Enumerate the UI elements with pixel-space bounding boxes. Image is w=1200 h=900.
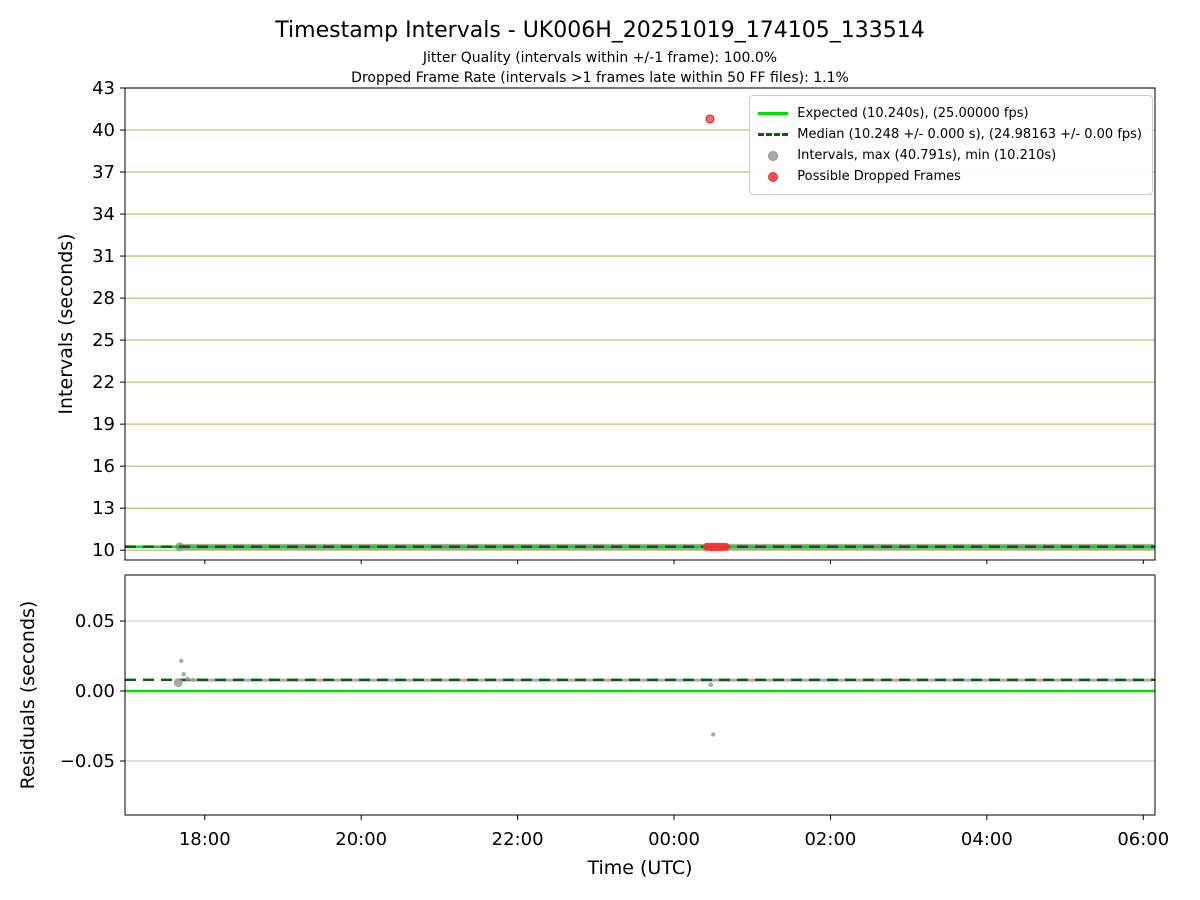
subtitle-jitter-quality: Jitter Quality (intervals within +/-1 fr… [422, 50, 777, 66]
ytick-top-label: 10 [92, 540, 115, 561]
ytick-top-label: 19 [92, 414, 115, 435]
residual-point [191, 677, 196, 682]
residual-point [708, 682, 714, 688]
top-y-axis-label: Intervals (seconds) [55, 233, 77, 414]
top-axes-frame [124, 87, 1156, 561]
residual-point [710, 732, 716, 737]
subtitle-dropped-frame-rate: Dropped Frame Rate (intervals >1 frames … [351, 70, 849, 86]
legend-label: Median (10.248 +/- 0.000 s), (24.98163 +… [797, 127, 1142, 142]
ytick-bottom-label: −0.05 [60, 751, 115, 772]
xtick-label: 20:00 [335, 829, 387, 850]
chart-title: Timestamp Intervals - UK006H_20251019_17… [274, 18, 924, 43]
xtick-label: 00:00 [648, 829, 700, 850]
xtick-label: 04:00 [961, 829, 1013, 850]
residual-point [173, 678, 183, 688]
ytick-top-label: 16 [92, 456, 115, 477]
legend-label: Expected (10.240s), (25.00000 fps) [797, 106, 1029, 121]
legend-item: Median (10.248 +/- 0.000 s), (24.98163 +… [758, 124, 1142, 145]
intervals-dot-icon [758, 150, 788, 161]
ytick-top-label: 43 [92, 78, 115, 99]
ytick-top-label: 25 [92, 330, 115, 351]
ytick-top-label: 34 [92, 204, 115, 225]
xtick-label: 18:00 [179, 829, 231, 850]
legend-item: Possible Dropped Frames [758, 166, 1142, 187]
legend-label: Intervals, max (40.791s), min (10.210s) [797, 148, 1057, 163]
residual-point [181, 672, 186, 677]
ytick-bottom-label: 0.05 [75, 611, 115, 632]
expected-line-icon [758, 112, 789, 115]
median-line-icon [758, 133, 789, 136]
ytick-top-label: 13 [92, 498, 115, 519]
bottom-axes-frame [124, 574, 1156, 816]
ytick-bottom-label: 0.00 [75, 681, 115, 702]
dropped-dot-icon [758, 171, 788, 182]
residual-point [185, 676, 190, 682]
dropped-frame-outlier [705, 114, 715, 124]
legend-label: Possible Dropped Frames [797, 169, 961, 184]
legend-item: Intervals, max (40.791s), min (10.210s) [758, 145, 1142, 166]
ytick-top-label: 28 [92, 288, 115, 309]
xtick-label: 22:00 [492, 829, 544, 850]
xtick-label: 06:00 [1117, 829, 1169, 850]
ytick-top-label: 22 [92, 372, 115, 393]
residual-point [179, 658, 184, 664]
x-axis-label: Time (UTC) [586, 857, 692, 879]
xtick-label: 02:00 [804, 829, 856, 850]
legend-item: Expected (10.240s), (25.00000 fps) [758, 103, 1142, 124]
legend: Expected (10.240s), (25.00000 fps) Median… [749, 95, 1153, 195]
bottom-y-axis-label: Residuals (seconds) [17, 601, 39, 790]
ytick-top-label: 31 [92, 246, 115, 267]
ytick-top-label: 40 [92, 120, 115, 141]
ytick-top-label: 37 [92, 162, 115, 183]
